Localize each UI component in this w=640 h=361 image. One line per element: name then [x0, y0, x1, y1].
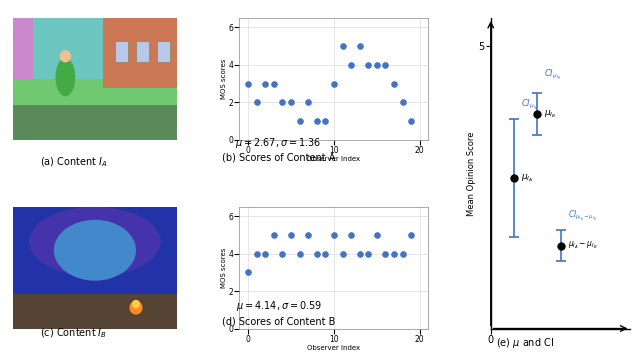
Point	[294, 251, 305, 256]
Y-axis label: MOS scores: MOS scores	[221, 59, 227, 99]
Point	[346, 232, 356, 238]
Point	[277, 99, 287, 105]
Point	[243, 81, 253, 87]
Point	[329, 81, 339, 87]
Point	[397, 99, 408, 105]
Ellipse shape	[54, 220, 136, 281]
Text: $\mu_{I_A} - \mu_{I_B}$: $\mu_{I_A} - \mu_{I_B}$	[568, 240, 597, 251]
Text: $\mu = 4.14, \sigma = 0.59$: $\mu = 4.14, \sigma = 0.59$	[236, 299, 321, 313]
Point	[346, 62, 356, 68]
Text: (b) Scores of Content A: (b) Scores of Content A	[221, 153, 335, 163]
Text: (c) Content $I_B$: (c) Content $I_B$	[40, 327, 107, 340]
Point	[372, 62, 382, 68]
Point	[397, 251, 408, 256]
Y-axis label: MOS scores: MOS scores	[221, 247, 227, 288]
Bar	[157, 41, 170, 61]
Point	[277, 251, 287, 256]
Point	[269, 232, 279, 238]
Point	[372, 232, 382, 238]
Point	[286, 232, 296, 238]
Text: $\mu_{I_B}$: $\mu_{I_B}$	[544, 108, 557, 120]
Point	[406, 118, 416, 124]
Point	[320, 118, 330, 124]
Bar	[13, 79, 177, 105]
Point	[337, 251, 348, 256]
Text: $\mu_{I_A}$: $\mu_{I_A}$	[521, 172, 533, 184]
Text: (a) Content $I_A$: (a) Content $I_A$	[40, 155, 108, 169]
Point	[312, 118, 322, 124]
Point	[355, 43, 365, 49]
Ellipse shape	[60, 50, 71, 62]
Point	[260, 251, 270, 256]
Y-axis label: Mean Opinion Score: Mean Opinion Score	[467, 131, 476, 216]
Bar	[13, 105, 177, 140]
Point	[312, 251, 322, 256]
Ellipse shape	[132, 300, 140, 309]
X-axis label: Observer Index: Observer Index	[307, 345, 360, 351]
Text: $CI_{\mu_{I_A}}$: $CI_{\mu_{I_A}}$	[521, 97, 538, 112]
Bar	[13, 294, 177, 329]
Point	[286, 99, 296, 105]
Point	[389, 81, 399, 87]
Text: (d) Scores of Content B: (d) Scores of Content B	[221, 316, 335, 326]
Ellipse shape	[56, 58, 76, 96]
Point	[260, 81, 270, 87]
Point	[380, 251, 390, 256]
X-axis label: Observer Index: Observer Index	[307, 156, 360, 162]
Point	[269, 81, 279, 87]
Point	[406, 232, 416, 238]
Text: $CI_{\mu_{I_B}}$: $CI_{\mu_{I_B}}$	[544, 68, 561, 82]
Point	[380, 62, 390, 68]
Bar	[13, 18, 177, 79]
Point	[252, 99, 262, 105]
Point	[329, 232, 339, 238]
Bar	[115, 41, 128, 61]
Point	[337, 43, 348, 49]
Point	[294, 118, 305, 124]
Text: $CI_{\mu_{I_A}-\mu_{I_B}}$: $CI_{\mu_{I_A}-\mu_{I_B}}$	[568, 209, 596, 223]
Point	[303, 99, 314, 105]
Point	[303, 232, 314, 238]
Text: $\mu = 2.67, \sigma = 1.36$: $\mu = 2.67, \sigma = 1.36$	[236, 136, 321, 150]
Text: (e) $\mu$ and CI: (e) $\mu$ and CI	[496, 336, 554, 350]
Bar	[103, 18, 177, 88]
Point	[252, 251, 262, 256]
Point	[355, 251, 365, 256]
Point	[389, 251, 399, 256]
Point	[243, 269, 253, 275]
Ellipse shape	[129, 301, 143, 314]
Bar	[13, 18, 33, 79]
Bar	[136, 41, 149, 61]
Point	[363, 251, 373, 256]
Ellipse shape	[29, 207, 161, 276]
Point	[363, 62, 373, 68]
Point	[320, 251, 330, 256]
